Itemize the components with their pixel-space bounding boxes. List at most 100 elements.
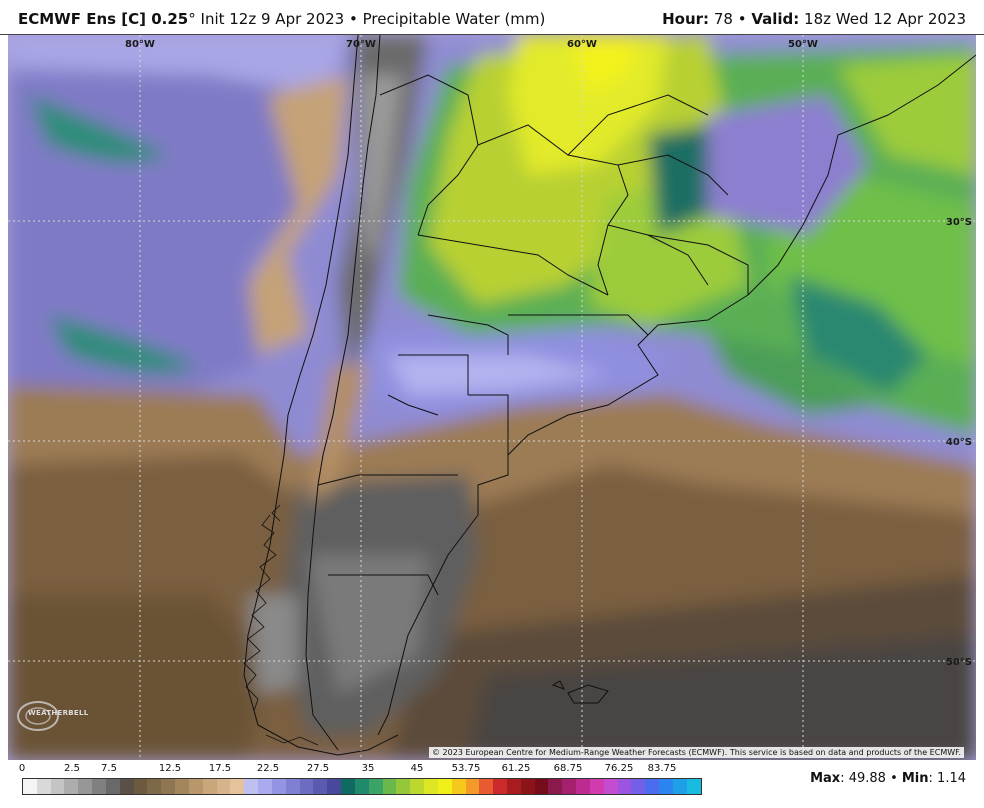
borders [243, 35, 976, 756]
legend-swatch [548, 779, 563, 794]
legend-swatch [313, 779, 328, 794]
min-value: 1.14 [937, 771, 966, 786]
legend-tick-label: 0 [18, 763, 26, 774]
legend-swatch [589, 779, 604, 794]
lon-label-70w: 70°W [346, 39, 376, 50]
lon-label-60w: 60°W [567, 39, 597, 50]
legend-swatch [520, 779, 535, 794]
legend-swatch [424, 779, 438, 794]
legend-swatch [645, 779, 660, 794]
legend-tick-label: 53.75 [451, 763, 481, 774]
color-legend: 0 2.5 7.5 12.5 17.5 22.5 27.5 35 45 53.75 61.25 68.… [0, 761, 984, 808]
legend-swatch [534, 779, 549, 794]
hour-label: Hour: [662, 10, 710, 28]
map-header: ECMWF Ens [C] 0.25° Init 12z 9 Apr 2023 … [0, 0, 984, 35]
legend-swatch [451, 779, 466, 794]
lon-label-80w: 80°W [125, 39, 155, 50]
legend-swatch [672, 779, 687, 794]
legend-swatch [64, 779, 79, 794]
legend-swatch [92, 779, 106, 794]
legend-swatch [244, 779, 259, 794]
legend-swatch [216, 779, 231, 794]
header-title: ECMWF Ens [C] 0.25° Init 12z 9 Apr 2023 … [18, 10, 545, 28]
legend-swatch [576, 779, 590, 794]
lon-label-50w: 50°W [788, 39, 818, 50]
field-name: Precipitable Water (mm) [362, 10, 546, 28]
hour-value: 78 [713, 10, 733, 28]
legend-tick-label: 27.5 [306, 763, 330, 774]
stats-bullet: • [890, 771, 898, 786]
weatherbell-logo: WEATHERBELL [14, 696, 94, 736]
legend-tick-label: 45 [410, 763, 424, 774]
max-value: 49.88 [848, 771, 886, 786]
min-label: Min [901, 771, 929, 786]
legend-tick-label: 68.75 [553, 763, 583, 774]
legend-swatch [161, 779, 176, 794]
init-time: Init 12z 9 Apr 2023 [200, 10, 345, 28]
legend-swatch [271, 779, 286, 794]
legend-swatch [506, 779, 521, 794]
header-bullet: • [348, 10, 358, 28]
degree-symbol: ° [188, 10, 196, 28]
legend-tick-label: 2.5 [64, 763, 80, 774]
logo-text: WEATHERBELL [28, 709, 89, 717]
legend-tick-label: 22.5 [256, 763, 280, 774]
legend-swatch [659, 779, 673, 794]
model-name: ECMWF Ens [C] 0.25 [18, 10, 189, 28]
lat-label-40s: 40°S [946, 437, 972, 448]
logo-swirl-icon [17, 701, 59, 731]
legend-swatch [354, 779, 369, 794]
legend-swatch [78, 779, 93, 794]
forecast-map[interactable]: 80°W 70°W 60°W 50°W 30°S 40°S 50°S WEATH… [8, 35, 976, 760]
legend-tick-label: 35 [361, 763, 375, 774]
legend-swatch [341, 779, 355, 794]
legend-tick-label: 76.25 [604, 763, 634, 774]
map-canvas: 80°W 70°W 60°W 50°W 30°S 40°S 50°S [8, 35, 976, 760]
legend-tick-label: 7.5 [101, 763, 117, 774]
valid-value: 18z Wed 12 Apr 2023 [804, 10, 966, 28]
legend-swatch [327, 779, 342, 794]
legend-swatch [603, 779, 618, 794]
legend-swatch [617, 779, 632, 794]
max-min-stats: Max: 49.88 • Min: 1.14 [810, 771, 966, 786]
legend-swatch [202, 779, 217, 794]
legend-swatch [105, 779, 120, 794]
legend-swatch [50, 779, 65, 794]
valid-label: Valid: [751, 10, 800, 28]
legend-swatch [410, 779, 425, 794]
legend-colorbar [22, 778, 702, 795]
legend-swatch [230, 779, 245, 794]
legend-swatch [147, 779, 162, 794]
legend-tick-label: 61.25 [501, 763, 531, 774]
legend-swatch [465, 779, 480, 794]
max-label: Max [810, 771, 841, 786]
legend-ticks: 0 2.5 7.5 12.5 17.5 22.5 27.5 35 45 53.75 61.25 68.… [18, 763, 702, 777]
legend-swatch [382, 779, 397, 794]
lat-label-50s: 50°S [946, 657, 972, 668]
legend-swatch [299, 779, 314, 794]
legend-swatch [23, 779, 37, 794]
legend-swatch [686, 779, 701, 794]
legend-swatch [368, 779, 383, 794]
legend-swatch [175, 779, 189, 794]
legend-swatch [479, 779, 494, 794]
legend-swatch [437, 779, 452, 794]
legend-tick-label: 83.75 [647, 763, 677, 774]
graticule [8, 35, 976, 760]
ecmwf-credit: © 2023 European Centre for Medium-Range … [429, 747, 964, 758]
precip-field [8, 35, 976, 760]
header-valid-info: Hour: 78 • Valid: 18z Wed 12 Apr 2023 [662, 10, 966, 28]
legend-swatch [396, 779, 411, 794]
legend-swatch [133, 779, 148, 794]
legend-swatch [631, 779, 646, 794]
legend-tick-label: 17.5 [208, 763, 232, 774]
legend-tick-label: 12.5 [158, 763, 182, 774]
legend-swatch [188, 779, 203, 794]
legend-swatch [562, 779, 577, 794]
legend-swatch [285, 779, 300, 794]
lat-label-30s: 30°S [946, 217, 972, 228]
archipelago [243, 504, 319, 746]
header-bullet-2: • [737, 10, 747, 28]
legend-swatch [258, 779, 272, 794]
legend-swatch [36, 779, 51, 794]
